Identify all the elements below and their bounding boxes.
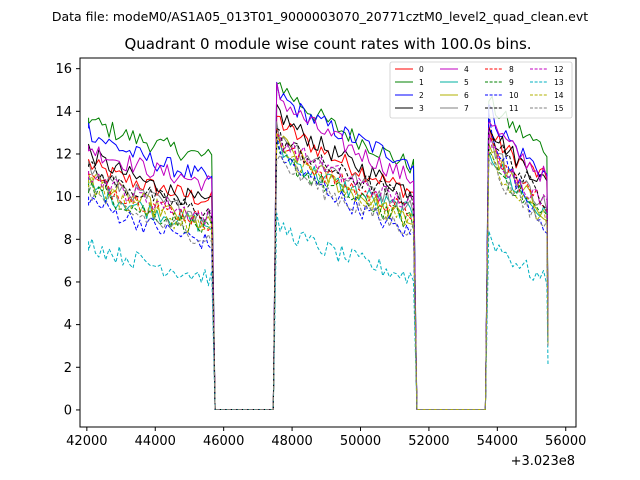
x-tick-label: 56000 [545, 434, 586, 449]
legend-label-4: 4 [464, 65, 469, 74]
legend-label-0: 0 [419, 65, 424, 74]
series-line-7 [88, 121, 549, 410]
x-tick-label: 42000 [66, 434, 107, 449]
chart-suptitle: Data file: modeM0/AS1A05_013T01_90000030… [52, 9, 588, 24]
legend-label-2: 2 [419, 91, 424, 100]
x-tick-label: 50000 [340, 434, 381, 449]
legend-label-13: 13 [554, 78, 564, 87]
y-tick-label: 16 [55, 62, 72, 77]
x-tick-label: 52000 [408, 434, 449, 449]
series-line-4 [88, 82, 549, 410]
legend-label-3: 3 [419, 104, 424, 113]
y-tick-label: 12 [55, 147, 72, 162]
chart-title: Quadrant 0 module wise count rates with … [124, 35, 531, 53]
y-tick-label: 10 [55, 190, 72, 205]
y-tick-label: 6 [64, 275, 72, 290]
series-line-11 [88, 127, 549, 410]
legend-label-15: 15 [554, 104, 564, 113]
legend-label-6: 6 [464, 91, 469, 100]
series-line-8 [88, 128, 549, 410]
y-tick-label: 14 [55, 105, 72, 120]
series-line-13 [88, 212, 549, 410]
axes-frame [79, 57, 577, 428]
y-tick-label: 0 [64, 403, 72, 418]
legend-label-14: 14 [554, 91, 564, 100]
x-tick-label: 54000 [477, 434, 518, 449]
legend-label-7: 7 [464, 104, 469, 113]
series-line-6 [88, 134, 549, 410]
axes: 42000 44000 46000 48000 50000 52000 54000 56000… [55, 57, 586, 449]
legend-label-8: 8 [509, 65, 514, 74]
legend-label-9: 9 [509, 78, 514, 87]
x-tick-label: 48000 [271, 434, 312, 449]
y-tick-label: 8 [64, 233, 72, 248]
legend-label-1: 1 [419, 78, 424, 87]
x-tick-label: 46000 [203, 434, 244, 449]
series-line-10 [88, 111, 549, 410]
plot-area [88, 81, 549, 410]
legend-label-11: 11 [509, 104, 519, 113]
x-tick-label: 44000 [135, 434, 176, 449]
y-tick-label: 2 [64, 361, 72, 376]
legend-box [389, 61, 573, 119]
legend-label-5: 5 [464, 78, 469, 87]
x-offset-label: +3.023e8 [511, 454, 575, 469]
y-tick-label: 4 [64, 318, 72, 333]
legend-label-10: 10 [509, 91, 519, 100]
series-line-14 [88, 133, 549, 410]
legend-label-12: 12 [554, 65, 564, 74]
